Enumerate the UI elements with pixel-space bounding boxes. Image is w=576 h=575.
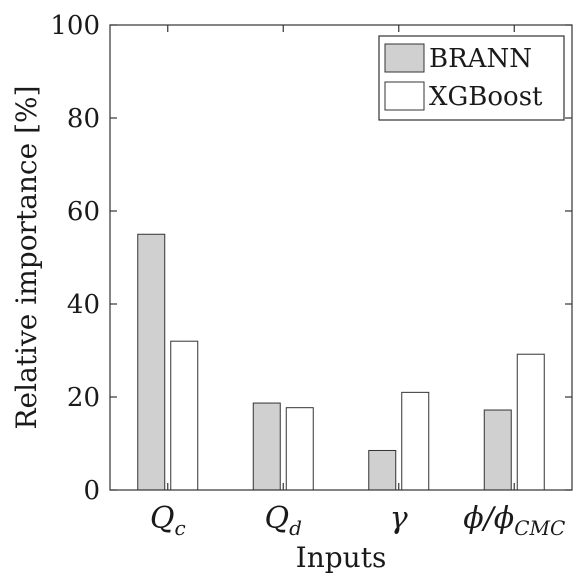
x-tick-label: γ bbox=[390, 501, 408, 536]
x-tick-label-main: ϕ/ϕ bbox=[463, 501, 514, 536]
legend-label-xgboost: XGBoost bbox=[429, 82, 543, 112]
bar-brann-1 bbox=[252, 402, 281, 491]
y-tick-label: 40 bbox=[67, 290, 100, 320]
bar-xgboost-2 bbox=[401, 391, 430, 491]
x-tick-label-subscript: c bbox=[174, 516, 185, 540]
plot-frame bbox=[109, 24, 573, 491]
legend-swatch-brann bbox=[384, 43, 425, 73]
bar-brann-0 bbox=[137, 233, 166, 491]
legend-swatch-xgboost bbox=[384, 81, 425, 111]
legend: BRANN XGBoost bbox=[378, 35, 565, 121]
x-axis-ticks: Qc Qd γ ϕ/ϕCMC bbox=[150, 25, 565, 540]
bar-xgboost-1 bbox=[285, 407, 314, 491]
x-tick-label-main: Q bbox=[265, 501, 290, 536]
bar-brann-2 bbox=[368, 449, 397, 491]
y-tick-label: 80 bbox=[67, 104, 100, 134]
x-tick-label-subscript: CMC bbox=[514, 516, 565, 540]
bar-brann-3 bbox=[483, 409, 512, 491]
x-tick-label: Qc bbox=[150, 501, 186, 540]
y-tick-label: 0 bbox=[83, 476, 100, 506]
x-tick-label: Qd bbox=[265, 501, 302, 540]
x-tick-label-main: γ bbox=[390, 501, 408, 536]
y-axis-title: Relative importance [%] bbox=[10, 85, 43, 429]
x-axis-title: Inputs bbox=[296, 541, 387, 574]
y-tick-label: 60 bbox=[67, 197, 100, 227]
bar-xgboost-3 bbox=[516, 353, 545, 491]
y-tick-label: 100 bbox=[50, 11, 100, 41]
legend-label-brann: BRANN bbox=[429, 44, 532, 74]
y-tick-label: 20 bbox=[67, 383, 100, 413]
x-tick-label-main: Q bbox=[150, 501, 175, 536]
x-tick-label-subscript: d bbox=[289, 516, 302, 540]
y-axis-ticks: 0 20 40 60 80 100 bbox=[50, 11, 572, 506]
bars-layer bbox=[137, 233, 545, 491]
x-tick-label: ϕ/ϕCMC bbox=[463, 501, 565, 540]
bar-xgboost-0 bbox=[170, 340, 199, 491]
